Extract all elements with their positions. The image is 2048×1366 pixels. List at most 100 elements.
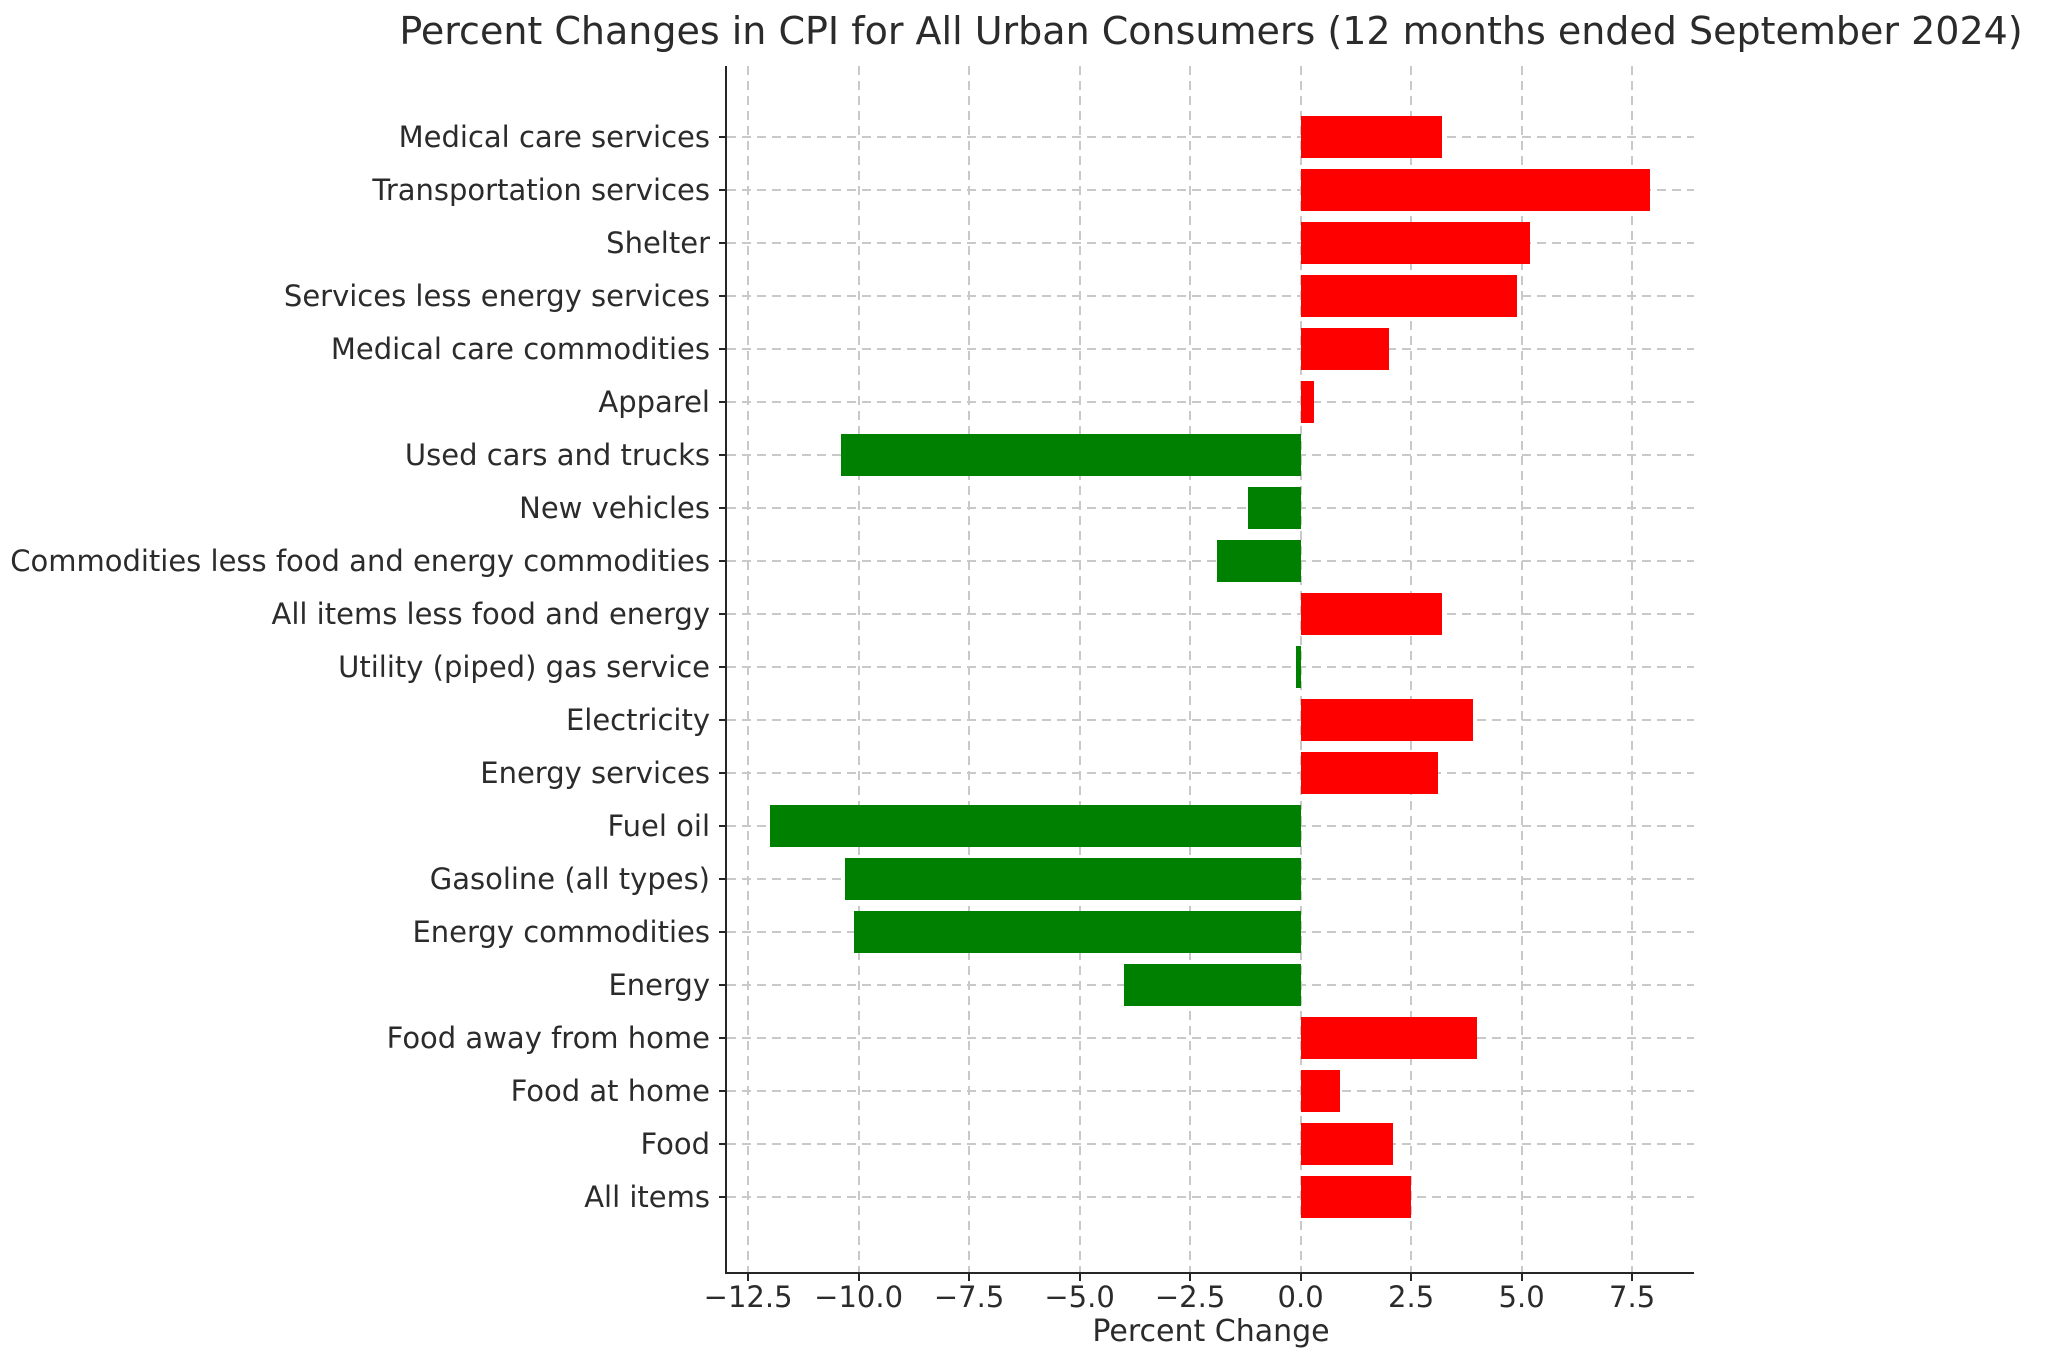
y-gridline [727, 401, 1694, 403]
bar-negative [770, 805, 1301, 847]
bar-positive [1300, 169, 1650, 211]
y-gridline [727, 189, 1694, 191]
y-gridline [727, 1196, 1694, 1198]
bar-positive [1300, 1070, 1341, 1112]
y-gridline [727, 613, 1694, 615]
bar-positive [1300, 1017, 1478, 1059]
x-gridline [1410, 66, 1413, 1272]
plot-area [727, 66, 1694, 1272]
y-axis-tick-mark [719, 295, 727, 297]
bar-positive [1300, 328, 1389, 370]
y-axis-tick-mark [719, 772, 727, 774]
category-label: New vehicles [519, 491, 710, 525]
left-spine [725, 66, 727, 1274]
bar-negative [1216, 540, 1301, 582]
category-label: Fuel oil [607, 809, 710, 843]
category-label: Transportation services [372, 173, 710, 207]
x-axis-tick-label: 2.5 [1388, 1280, 1435, 1314]
bar-positive [1300, 593, 1443, 635]
category-label: Utility (piped) gas service [338, 650, 710, 684]
x-axis-tick-mark [1078, 1272, 1081, 1281]
y-gridline [727, 1090, 1694, 1092]
x-gridline [1520, 66, 1523, 1272]
y-gridline [727, 1037, 1694, 1039]
bar-positive [1300, 1176, 1412, 1218]
x-axis-label: Percent Change [1092, 1314, 1330, 1349]
y-axis-tick-mark [719, 1090, 727, 1092]
x-axis-tick-mark [747, 1272, 750, 1281]
x-axis-tick-mark [1299, 1272, 1302, 1281]
y-axis-tick-mark [719, 1143, 727, 1145]
y-axis-tick-mark [719, 931, 727, 933]
bar-negative [845, 858, 1301, 900]
y-axis-tick-mark [719, 348, 727, 350]
category-label: Commodities less food and energy commodi… [10, 544, 710, 578]
x-gridline [1189, 66, 1192, 1272]
bar-positive [1300, 699, 1473, 741]
bar-positive [1300, 275, 1518, 317]
bar-negative [1247, 487, 1301, 529]
x-axis-tick-label: −12.5 [703, 1280, 793, 1314]
category-label: Services less energy services [283, 279, 710, 313]
x-axis-tick-mark [1189, 1272, 1192, 1281]
category-label: Apparel [598, 385, 710, 419]
y-gridline [727, 772, 1694, 774]
x-axis-tick-label: −2.5 [1154, 1280, 1226, 1314]
x-axis-tick-label: 7.5 [1609, 1280, 1656, 1314]
x-axis-tick-mark [857, 1272, 860, 1281]
x-axis-tick-mark [1631, 1272, 1634, 1281]
y-axis-tick-mark [719, 401, 727, 403]
y-gridline [727, 1143, 1694, 1145]
y-axis-tick-mark [719, 719, 727, 721]
x-gridline [1299, 66, 1302, 1272]
y-axis-tick-mark [719, 878, 727, 880]
y-gridline [727, 295, 1694, 297]
chart-title: Percent Changes in CPI for All Urban Con… [399, 9, 2023, 53]
bar-negative [1123, 964, 1301, 1006]
category-label: Used cars and trucks [404, 438, 710, 472]
x-axis-tick-mark [1410, 1272, 1413, 1281]
category-label: Food at home [510, 1074, 710, 1108]
y-axis-tick-mark [719, 560, 727, 562]
bottom-spine [725, 1272, 1694, 1274]
bar-negative [854, 911, 1301, 953]
category-label: Medical care services [398, 120, 710, 154]
bar-positive [1300, 222, 1531, 264]
category-label: All items [584, 1180, 710, 1214]
x-axis-tick-label: 0.0 [1277, 1280, 1324, 1314]
x-gridline [1078, 66, 1081, 1272]
bar-negative [1296, 646, 1301, 688]
x-axis-tick-mark [1520, 1272, 1523, 1281]
x-axis-tick-label: −5.0 [1044, 1280, 1115, 1314]
y-gridline [727, 560, 1694, 562]
category-label: Medical care commodities [330, 332, 710, 366]
category-label: All items less food and energy [271, 597, 711, 631]
y-axis-tick-mark [719, 242, 727, 244]
y-axis-tick-mark [719, 613, 727, 615]
y-axis-tick-mark [719, 507, 727, 509]
y-axis-tick-mark [719, 1196, 727, 1198]
y-gridline [727, 666, 1694, 668]
category-label: Gasoline (all types) [429, 862, 710, 896]
x-axis-tick-label: −10.0 [814, 1280, 904, 1314]
y-axis-tick-mark [719, 1037, 727, 1039]
bar-positive [1300, 381, 1314, 423]
y-axis-tick-mark [719, 666, 727, 668]
category-label: Energy [608, 968, 710, 1002]
bar-negative [840, 434, 1301, 476]
x-axis-tick-mark [968, 1272, 971, 1281]
category-label: Energy commodities [412, 915, 710, 949]
x-gridline [747, 66, 750, 1272]
y-gridline [727, 348, 1694, 350]
x-axis-tick-label: −7.5 [933, 1280, 1005, 1314]
category-label: Food away from home [386, 1021, 710, 1055]
y-gridline [727, 507, 1694, 509]
y-gridline [727, 136, 1694, 138]
y-axis-tick-mark [719, 136, 727, 138]
category-label: Electricity [565, 703, 710, 737]
y-axis-tick-mark [719, 825, 727, 827]
category-label: Energy services [480, 756, 710, 790]
y-axis-tick-mark [719, 189, 727, 191]
y-axis-tick-mark [719, 454, 727, 456]
